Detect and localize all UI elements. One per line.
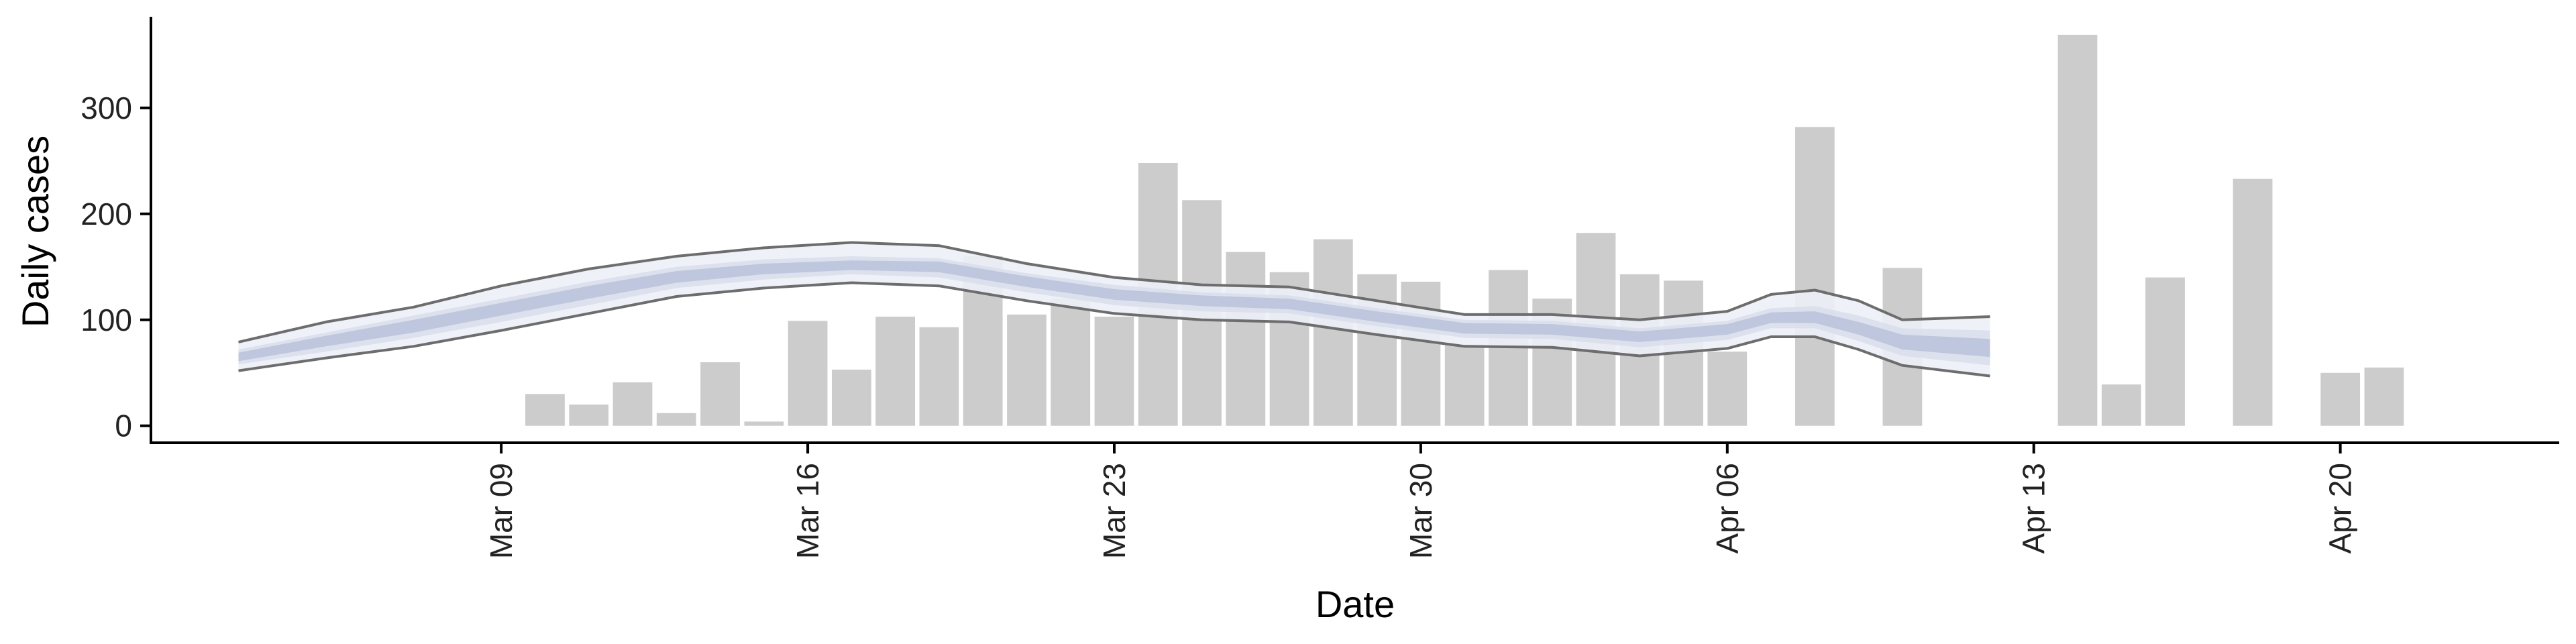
x-ticks: Mar 09 Mar 16 Mar 23 Mar 30 Apr 06 Apr 13 Apr … [484, 443, 2358, 559]
x-tick-label: Apr 06 [1710, 463, 1745, 554]
estimate-band-mid [238, 256, 1990, 366]
x-tick-label: Mar 09 [484, 463, 519, 559]
bar-2020-03-30 [1401, 281, 1441, 426]
bar-2020-04-20 [2320, 372, 2361, 426]
x-tick-label: Mar 23 [1097, 463, 1132, 559]
bar-2020-03-14 [700, 362, 740, 426]
bar-2020-04-15 [2101, 384, 2141, 426]
x-tick-label: Mar 30 [1403, 463, 1438, 559]
x-tick-label: Mar 16 [790, 463, 825, 559]
bar-2020-03-13 [656, 413, 696, 426]
y-ticks: 0 100 200 300 [80, 91, 151, 443]
bar-2020-03-23 [1094, 317, 1134, 426]
bar-2020-03-15 [744, 421, 784, 426]
estimate-band-layer [238, 241, 1990, 378]
y-tick-label: 200 [80, 197, 132, 231]
bar-2020-03-26 [1226, 252, 1266, 426]
bar-2020-04-16 [2145, 277, 2185, 426]
y-axis-title: Daily cases [14, 136, 56, 327]
bar-2020-03-17 [831, 370, 871, 426]
x-axis-title: Date [1316, 583, 1395, 625]
bar-2020-04-18 [2233, 178, 2273, 426]
bar-2020-04-08 [1794, 127, 1835, 426]
y-tick-label: 300 [80, 91, 132, 125]
bar-2020-03-10 [525, 394, 565, 426]
x-tick-label: Apr 13 [2017, 463, 2051, 554]
bar-2020-03-31 [1444, 344, 1485, 426]
bar-2020-03-12 [612, 382, 653, 426]
estimate-lower-line [238, 281, 1990, 378]
axes-layer [150, 17, 2559, 444]
bar-2020-03-21 [1007, 314, 1046, 426]
bar-2020-03-11 [569, 405, 609, 426]
bar-2020-03-28 [1313, 239, 1353, 426]
bar-2020-03-19 [919, 327, 959, 426]
bar-2020-04-14 [2057, 34, 2098, 426]
bar-2020-03-18 [875, 317, 916, 426]
y-tick-label: 100 [80, 303, 132, 337]
y-tick-label: 0 [115, 409, 132, 443]
bar-2020-04-06 [1707, 352, 1748, 426]
bar-2020-03-16 [788, 321, 828, 426]
estimate-upper-line [238, 241, 1990, 343]
bar-2020-04-21 [2364, 367, 2404, 426]
x-tick-label: Apr 20 [2323, 463, 2358, 554]
bar-2020-03-29 [1357, 274, 1397, 426]
bar-2020-03-22 [1051, 299, 1091, 426]
bars-layer [525, 34, 2404, 426]
